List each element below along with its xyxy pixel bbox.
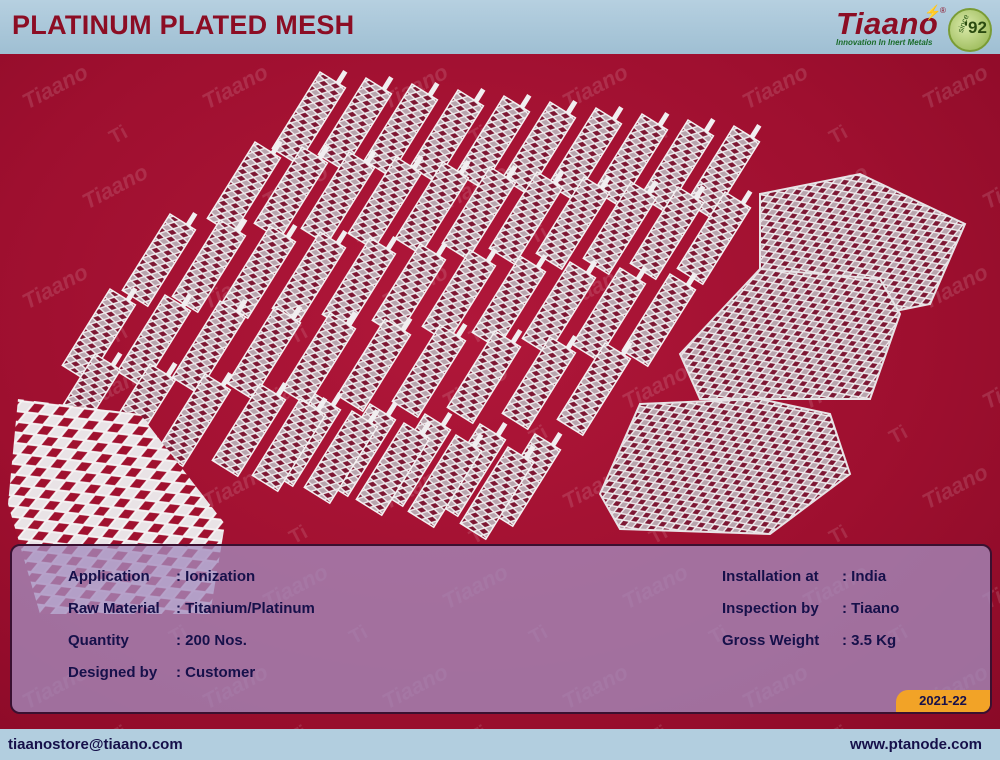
tiaano-logo: Tiaano ⚡ ® Innovation In Inert Metals si…: [836, 2, 996, 52]
detail-inspection: Inspection by : Tiaano: [722, 600, 899, 617]
mesh-strip: [446, 328, 523, 425]
mesh-strip: [409, 87, 486, 184]
mesh-strip: [488, 169, 565, 266]
lightning-icon: ⚡: [924, 4, 942, 20]
detail-label: Raw Material: [68, 600, 160, 617]
mesh-bundle: [678, 267, 902, 400]
mesh-strip: [441, 164, 518, 261]
mesh-strip: [571, 265, 648, 362]
mesh-strip: [281, 310, 358, 407]
header-bar: PLATINUM PLATED MESH Tiaano ⚡ ® Innovati…: [0, 0, 1000, 54]
detail-value: : 200 Nos.: [176, 632, 247, 649]
mesh-strip: [394, 159, 471, 256]
footer-bar: tiaanostore@tiaano.com www.ptanode.com: [0, 729, 1000, 760]
detail-value: : India: [842, 568, 887, 585]
mesh-strip: [407, 432, 484, 529]
detail-application: Application : Ionization: [68, 568, 255, 585]
mesh-strip: [471, 253, 548, 350]
mesh-strip: [501, 334, 578, 431]
mesh-strip: [271, 69, 348, 166]
mesh-strip: [621, 271, 698, 368]
detail-value: : Titanium/Platinum: [176, 600, 315, 617]
detail-raw-material: Raw Material : Titanium/Platinum: [68, 600, 315, 617]
mesh-strip: [676, 189, 753, 286]
mesh-strip: [336, 316, 413, 413]
detail-gross-weight: Gross Weight : 3.5 Kg: [722, 632, 896, 649]
since-year: '92: [964, 18, 987, 37]
details-panel: Application : Ionization Raw Material : Ti…: [10, 544, 992, 714]
mesh-strip: [317, 75, 394, 172]
mesh-strip: [582, 179, 659, 276]
mesh-strip: [521, 259, 598, 356]
mesh-strip: [547, 105, 624, 202]
mesh-strip: [347, 154, 424, 251]
mesh-bundle: [598, 397, 852, 536]
mesh-strip: [556, 340, 633, 437]
detail-value: : Customer: [176, 664, 256, 681]
detail-value: : Tiaano: [842, 600, 900, 617]
detail-label: Gross Weight: [722, 632, 820, 649]
detail-label: Installation at: [722, 568, 819, 585]
detail-installation: Installation at : India: [722, 568, 886, 585]
mesh-strip: [391, 322, 468, 419]
year-badge: 2021-22: [896, 690, 990, 712]
mesh-strip: [459, 444, 536, 541]
since-badge: since '92: [948, 8, 992, 52]
detail-designed-by: Designed by : Customer: [68, 664, 255, 681]
logo-wordmark: Tiaano: [836, 6, 939, 41]
mesh-strip: [501, 99, 578, 196]
mesh-strip: [251, 396, 328, 493]
mesh-strip: [455, 93, 532, 190]
detail-label: Inspection by: [722, 600, 819, 617]
mesh-strip: [171, 298, 248, 395]
mesh-strip: [535, 174, 612, 271]
logo-tagline: Innovation In Inert Metals: [836, 38, 933, 47]
mesh-strip: [211, 381, 288, 478]
detail-quantity: Quantity : 200 Nos.: [68, 632, 247, 649]
mesh-strip: [121, 211, 198, 308]
mesh-strip: [593, 111, 670, 208]
mesh-strip: [226, 304, 303, 401]
mesh-photo-illustration: [8, 69, 967, 614]
mesh-strip: [363, 81, 440, 178]
mesh-bundles: [598, 172, 967, 536]
detail-label: Application: [68, 568, 150, 585]
footer-website-link[interactable]: www.ptanode.com: [850, 736, 982, 753]
registered-mark: ®: [940, 6, 946, 15]
mesh-strip: [116, 292, 193, 389]
detail-label: Quantity: [68, 632, 129, 649]
footer-email-link[interactable]: tiaanostore@tiaano.com: [8, 736, 183, 753]
mesh-strip: [300, 149, 377, 246]
detail-value: : 3.5 Kg: [842, 632, 897, 649]
mesh-strip: [61, 286, 138, 383]
detail-label: Designed by: [68, 664, 158, 681]
mesh-strip: [303, 408, 380, 505]
page-title: PLATINUM PLATED MESH: [12, 10, 355, 40]
mesh-strip: [355, 420, 432, 517]
detail-value: : Ionization: [176, 568, 256, 585]
